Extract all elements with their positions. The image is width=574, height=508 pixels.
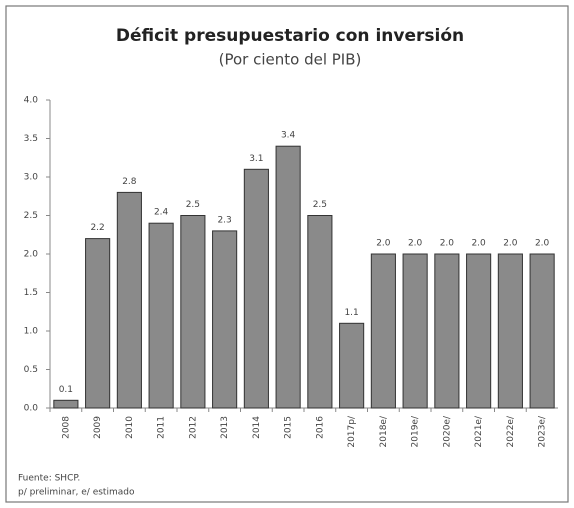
value-label: 2.8	[122, 177, 137, 187]
value-label: 2.3	[217, 215, 231, 225]
value-label: 2.0	[535, 239, 550, 249]
x-tick-label: 2011	[157, 416, 167, 439]
bar	[339, 322, 365, 409]
x-tick-label: 2008	[61, 416, 71, 439]
value-label: 2.2	[90, 223, 104, 233]
value-label: 2.0	[503, 239, 518, 249]
y-tick-label: 2.0	[24, 250, 39, 260]
note: p/ preliminar, e/ estimado	[18, 488, 135, 498]
bar	[85, 238, 111, 409]
y-tick-label: 0.5	[24, 365, 38, 375]
value-label: 0.1	[59, 385, 73, 395]
y-tick-label: 4.0	[24, 96, 39, 106]
y-tick-label: 1.0	[24, 327, 39, 337]
bar	[466, 253, 492, 409]
x-tick-label: 2010	[125, 416, 135, 439]
bar	[148, 222, 174, 409]
x-tick-label: 2009	[93, 416, 103, 439]
chart-title: Déficit presupuestario con inversión	[116, 26, 464, 46]
x-tick-label: 2017p/	[347, 415, 357, 448]
note: Fuente: SHCP.	[18, 474, 80, 484]
x-tick-label: 2020e/	[442, 415, 452, 447]
value-label: 2.5	[186, 200, 200, 210]
value-label: 2.0	[408, 239, 423, 249]
y-tick-label: 2.5	[24, 211, 38, 221]
x-tick-label: 2013	[220, 416, 230, 439]
value-label: 2.0	[440, 239, 455, 249]
y-tick-label: 1.5	[24, 288, 38, 298]
bar	[275, 145, 301, 409]
y-tick-label: 3.5	[24, 134, 38, 144]
value-label: 2.4	[154, 208, 169, 218]
bar	[402, 253, 428, 409]
y-tick-label: 0.0	[24, 404, 39, 414]
bar	[180, 215, 206, 409]
value-label: 3.1	[249, 154, 263, 164]
x-tick-label: 2012	[188, 416, 198, 439]
bar	[116, 191, 142, 409]
x-tick-label: 2015	[284, 416, 294, 439]
x-tick-label: 2021e/	[474, 415, 484, 447]
x-tick-label: 2023e/	[538, 415, 548, 447]
value-label: 2.0	[471, 239, 486, 249]
bar	[370, 253, 396, 409]
bar	[212, 230, 238, 409]
bar	[434, 253, 460, 409]
x-tick-label: 2019e/	[411, 415, 421, 447]
x-tick-label: 2022e/	[506, 415, 516, 447]
bar	[307, 215, 333, 409]
value-label: 2.0	[376, 239, 391, 249]
y-tick-label: 3.0	[24, 173, 39, 183]
chart-subtitle: (Por ciento del PIB)	[219, 51, 362, 69]
bar	[529, 253, 555, 409]
x-tick-label: 2014	[252, 416, 262, 439]
bar	[497, 253, 523, 409]
value-label: 3.4	[281, 131, 296, 141]
bar	[243, 168, 269, 409]
x-tick-label: 2016	[315, 416, 325, 439]
value-label: 2.5	[313, 200, 327, 210]
value-label: 1.1	[344, 308, 358, 318]
x-tick-label: 2018e/	[379, 415, 389, 447]
bar	[53, 399, 79, 409]
